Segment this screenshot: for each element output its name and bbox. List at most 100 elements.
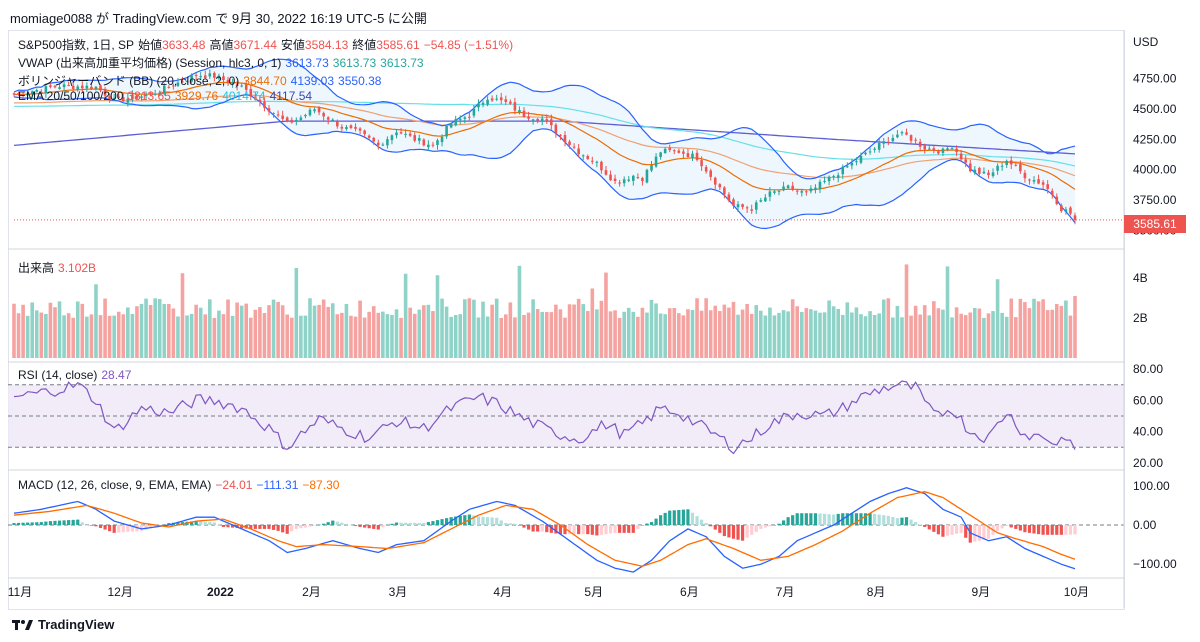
candle-body [668,147,672,151]
volume-bar [699,310,704,358]
candle-body [645,169,649,183]
time-tick-label: 3月 [389,585,408,599]
macd-histogram-bar [303,525,308,528]
macd-histogram-bar [640,525,645,526]
volume-bar [1014,317,1018,358]
macd-histogram-bar [1014,525,1018,529]
volume-bar [572,304,576,358]
candle-body [527,116,530,119]
volume-bar [754,305,759,358]
candle-body [782,186,785,191]
volume-bar [271,299,276,358]
volume-bar [21,304,25,358]
macd-histogram-bar [458,515,462,525]
volume-bar [349,315,353,358]
macd-histogram-bar [26,522,30,525]
macd-histogram-bar [358,525,362,527]
volume-bar [576,298,581,358]
macd-histogram-bar [230,525,235,528]
candle-body [422,139,426,146]
macd-histogram-bar [945,525,950,536]
macd-histogram-bar [577,525,581,535]
volume-bar [526,312,531,358]
volume-bar [299,315,303,358]
volume-bar [868,311,872,358]
volume-bar [440,298,444,358]
candle-body [172,85,175,87]
volume-bar [713,305,718,358]
macd-histogram-bar [895,518,900,525]
volume-bar [444,306,449,358]
candle-body [750,209,753,211]
volume-bar [704,298,708,358]
macd-histogram-bar [463,515,467,525]
candle-body [905,132,908,135]
legend-bb-v2: 4139.03 [290,74,335,88]
candle-body [162,85,166,94]
volume-bar [1027,308,1032,358]
candle-body [923,145,927,150]
candle-body [1041,182,1045,185]
volume-bar [294,267,299,358]
volume-bar [840,314,845,358]
legend-rsi-value: 28.47 [101,368,132,382]
candle-body [964,159,968,163]
volume-bar [813,310,818,358]
macd-histogram-bar [203,521,207,525]
candle-body [249,88,253,97]
macd-histogram-bar [322,523,326,525]
macd-histogram-bar [281,525,285,533]
legend-open: 3633.48 [162,38,206,52]
volume-bar [431,311,435,358]
candle-body [226,79,230,84]
macd-histogram-bar [376,525,380,530]
macd-histogram-bar [918,524,922,526]
legend-volume: 出来高 3.102B [18,259,100,276]
candle-body [887,141,890,143]
volume-bar [585,311,590,358]
volume-bar [922,305,927,358]
macd-histogram-bar [686,509,690,525]
candle-body [513,102,517,111]
macd-histogram-bar [772,525,777,526]
macd-histogram-bar [217,524,221,526]
macd-histogram-bar [121,525,125,533]
volume-bar [599,300,604,358]
volume-tick-label: 2B [1133,311,1148,325]
macd-histogram-bar [827,514,831,525]
candle-body [486,99,489,105]
macd-histogram-bar [249,525,253,529]
candle-body [591,160,594,162]
volume-bar [112,315,116,358]
macd-histogram-bar [57,520,62,525]
volume-bar [881,299,886,358]
volume-bar [895,305,900,358]
volume-bar [795,306,800,358]
macd-histogram-bar [681,509,685,525]
macd-histogram-bar [258,525,262,529]
candle-body [741,204,744,208]
chart-canvas[interactable]: 4750.004500.004250.004000.003750.003500.… [0,0,1200,610]
candle-body [618,182,621,184]
candle-body [254,96,257,100]
candle-body [304,114,307,117]
macd-histogram-bar [818,513,822,525]
volume-bar [567,304,572,358]
candle-body [53,85,57,88]
macd-histogram-bar [80,522,84,525]
macd-histogram-bar [108,525,112,532]
legend-volume-value: 3.102B [58,261,97,275]
candle-body [823,180,826,182]
volume-bar [30,302,35,358]
volume-bar [991,311,995,358]
candle-body [490,98,494,101]
legend-bb: ボリンジャーバンド (BB) (20, close, 2, 0) 3844.70 4… [18,72,385,89]
ema20-line [13,81,1076,191]
macd-histogram-bar [540,525,544,532]
footer [0,610,1200,642]
volume-bar [590,288,595,358]
volume-bar [626,307,631,358]
volume-bar [394,309,399,358]
candle-body [322,112,325,117]
last-price-tag: 3585.61 [1124,215,1186,233]
